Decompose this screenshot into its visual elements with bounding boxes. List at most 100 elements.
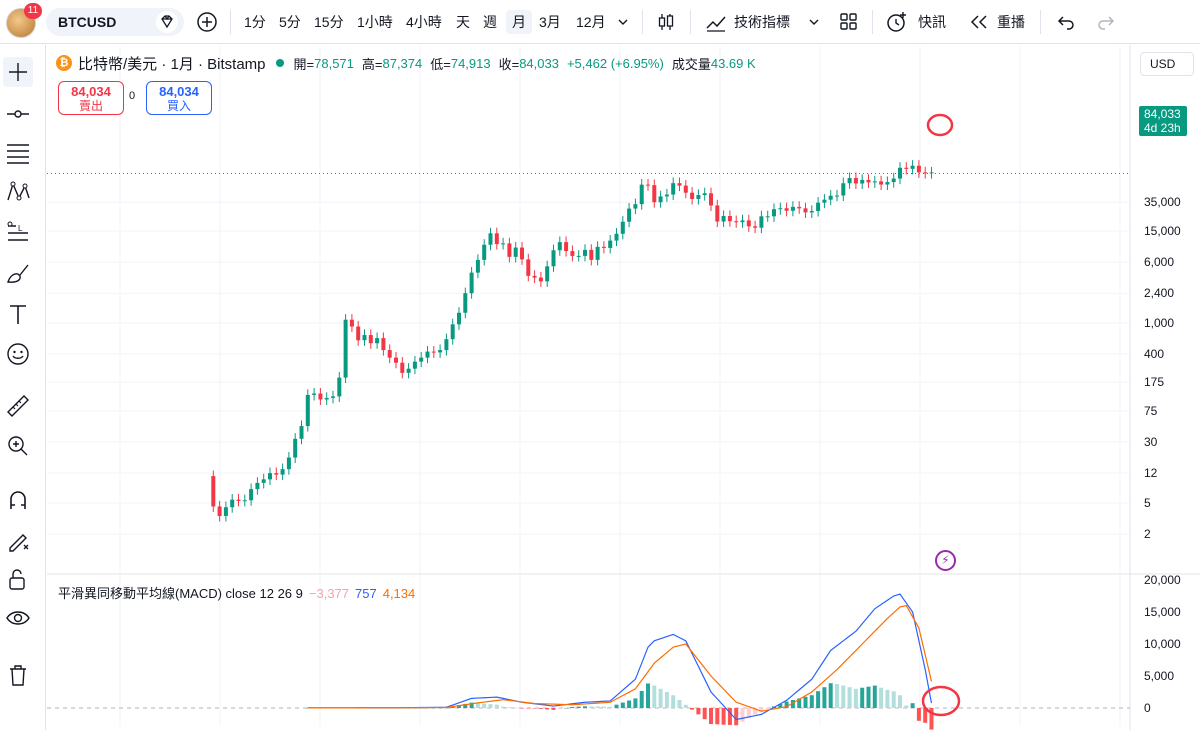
- candle-body: [450, 324, 455, 340]
- interval-5m[interactable]: 5分: [279, 14, 301, 30]
- crosshair-icon[interactable]: [3, 57, 33, 87]
- interval-15m[interactable]: 15分: [314, 14, 344, 30]
- indicators-button[interactable]: 技術指標: [734, 14, 790, 30]
- candle-body: [425, 351, 430, 358]
- macd-histogram-bar: [816, 691, 821, 708]
- layouts-grid-icon[interactable]: [838, 10, 860, 34]
- candle-body: [860, 179, 865, 184]
- candle-body: [469, 272, 474, 294]
- candle-body: [847, 178, 852, 184]
- macd-histogram-bar: [457, 705, 461, 708]
- buy-button[interactable]: 84,034 買入: [146, 81, 212, 115]
- candle-body: [709, 193, 713, 206]
- unlock-icon[interactable]: [5, 566, 31, 592]
- toolbar-divider: [690, 10, 691, 34]
- macd-histogram-bar: [809, 695, 814, 708]
- interval-4h[interactable]: 4小時: [406, 14, 442, 30]
- candle-body: [570, 251, 575, 256]
- alert-button[interactable]: 快訊: [918, 14, 946, 30]
- macd-axis: 20,000 15,000 10,000 5,000 0: [1144, 573, 1181, 715]
- trash-icon[interactable]: [5, 662, 31, 688]
- candle-body: [721, 216, 726, 222]
- price-tick-label: 2: [1144, 527, 1151, 541]
- ruler-icon[interactable]: [5, 393, 31, 419]
- series-title[interactable]: 比特幣/美元 · 1月 · Bitstamp: [78, 55, 266, 73]
- candle-body: [501, 243, 506, 245]
- lock-drawing-icon[interactable]: [5, 528, 31, 554]
- macd-histogram-bar: [709, 708, 713, 724]
- macd-histogram-bar: [797, 698, 802, 708]
- currency-select[interactable]: USD: [1140, 52, 1194, 76]
- candle-body: [381, 338, 386, 351]
- chevron-down-icon[interactable]: [617, 10, 629, 34]
- high-label: 高=: [361, 56, 383, 72]
- alert-clock-icon[interactable]: [885, 10, 909, 34]
- interval-12month[interactable]: 12月: [576, 14, 606, 30]
- macd-histogram-bar: [463, 703, 468, 708]
- candle-body: [772, 209, 776, 217]
- macd-histogram-bar: [872, 685, 877, 708]
- candle-body: [639, 184, 644, 205]
- candle-body: [746, 220, 751, 227]
- candle-body: [551, 250, 556, 267]
- compare-add-icon[interactable]: [195, 10, 219, 34]
- macd-histogram-bar: [538, 708, 543, 709]
- macd-histogram-bar: [482, 703, 487, 708]
- macd-histogram-bar: [841, 685, 846, 708]
- price-tick-label: 6,000: [1144, 255, 1174, 269]
- candle-body: [400, 362, 405, 373]
- emoji-icon[interactable]: [5, 341, 31, 367]
- interval-month[interactable]: 月: [506, 10, 532, 34]
- sell-label: 賣出: [78, 99, 103, 113]
- replay-button[interactable]: 重播: [997, 14, 1025, 30]
- macd-histogram-bar: [620, 702, 625, 708]
- macd-indicator-name[interactable]: 平滑異同移動平均線(MACD) close 12 26 9: [58, 586, 303, 601]
- fib-lines-icon[interactable]: [5, 140, 31, 166]
- diamond-icon[interactable]: [156, 11, 178, 33]
- candle-body: [337, 377, 342, 397]
- candle-body: [375, 338, 380, 344]
- text-tool-icon[interactable]: [5, 301, 31, 327]
- candle-body: [715, 205, 720, 222]
- series-legend: ₿ 比特幣/美元 · 1月 · Bitstamp 開= 78,571 高= 87,3…: [56, 53, 764, 73]
- brush-icon[interactable]: [5, 260, 31, 286]
- interval-day[interactable]: 天: [456, 14, 470, 30]
- macd-histogram-bar: [759, 708, 764, 712]
- candle-body: [784, 208, 789, 211]
- pattern-icon[interactable]: [5, 178, 31, 204]
- macd-line-value: 757: [355, 586, 377, 601]
- candle-body: [444, 339, 449, 351]
- eye-visibility-icon[interactable]: [5, 605, 31, 631]
- indicators-icon[interactable]: [704, 10, 728, 34]
- macd-histogram-bar: [690, 708, 695, 710]
- redo-icon[interactable]: [1095, 10, 1117, 34]
- candle-body: [828, 195, 833, 200]
- annotation-circle-macd: [921, 685, 961, 717]
- candle-body: [482, 244, 487, 260]
- interval-1h[interactable]: 1小時: [357, 14, 393, 30]
- zoom-in-icon[interactable]: [5, 433, 31, 459]
- macd-histogram-bar: [639, 690, 644, 708]
- symbol-search-button[interactable]: BTCUSD: [46, 8, 184, 36]
- interval-week[interactable]: 週: [483, 14, 497, 30]
- interval-1m[interactable]: 1分: [244, 14, 266, 30]
- candlestick-series: [211, 160, 934, 522]
- forecast-icon[interactable]: L: [5, 220, 31, 246]
- undo-icon[interactable]: [1055, 10, 1077, 34]
- trend-line-icon[interactable]: [5, 101, 31, 127]
- chevron-down-icon[interactable]: [808, 10, 820, 34]
- interval-3month[interactable]: 3月: [539, 14, 561, 30]
- candle-type-icon[interactable]: [655, 10, 677, 34]
- magnet-icon[interactable]: [5, 487, 31, 513]
- toolbar-divider: [642, 10, 643, 34]
- lightning-icon[interactable]: ⚡: [935, 550, 956, 571]
- macd-histogram-bar: [885, 689, 890, 708]
- macd-histogram-bar: [545, 708, 550, 710]
- macd-histogram-bar: [576, 706, 581, 708]
- sell-button[interactable]: 84,034 賣出: [58, 81, 124, 115]
- candle-body: [387, 350, 392, 358]
- candle-body: [923, 172, 928, 174]
- candle-body: [809, 211, 814, 213]
- replay-rewind-icon[interactable]: [967, 10, 991, 34]
